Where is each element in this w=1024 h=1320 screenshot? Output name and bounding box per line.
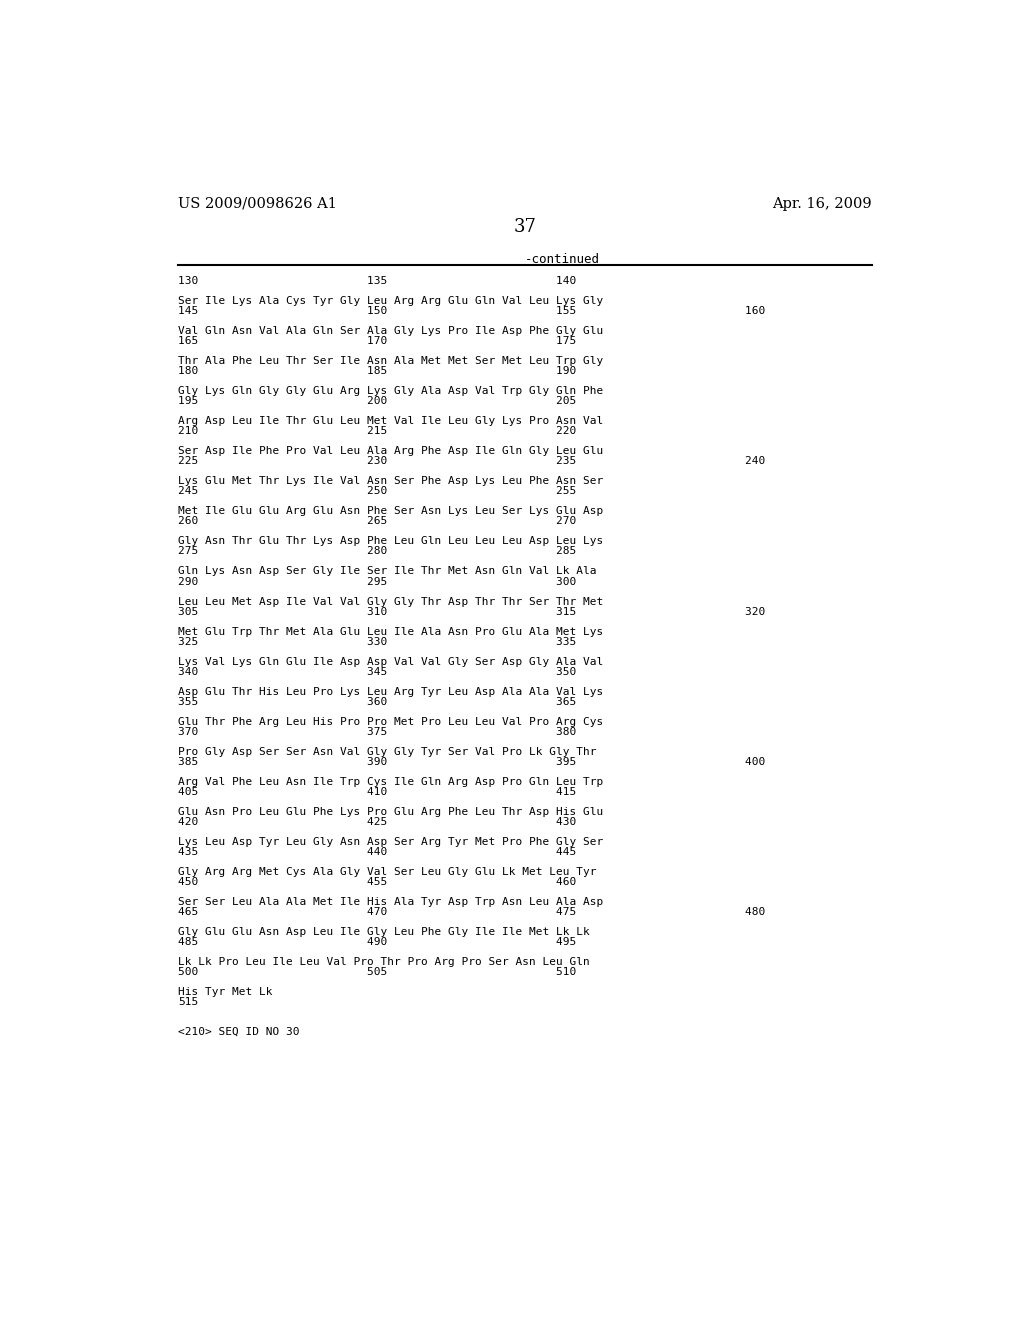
Text: 145                         150                         155                     : 145 150 155 [178, 306, 766, 317]
Text: Asp Glu Thr His Leu Pro Lys Leu Arg Tyr Leu Asp Ala Ala Val Lys: Asp Glu Thr His Leu Pro Lys Leu Arg Tyr … [178, 686, 603, 697]
Text: Lys Val Lys Gln Glu Ile Asp Asp Val Val Gly Ser Asp Gly Ala Val: Lys Val Lys Gln Glu Ile Asp Asp Val Val … [178, 656, 603, 667]
Text: 515: 515 [178, 997, 199, 1007]
Text: Ser Asp Ile Phe Pro Val Leu Ala Arg Phe Asp Ile Gln Gly Leu Glu: Ser Asp Ile Phe Pro Val Leu Ala Arg Phe … [178, 446, 603, 457]
Text: 210                         215                         220: 210 215 220 [178, 426, 577, 437]
Text: 485                         490                         495: 485 490 495 [178, 937, 577, 946]
Text: Apr. 16, 2009: Apr. 16, 2009 [772, 197, 872, 211]
Text: 195                         200                         205: 195 200 205 [178, 396, 577, 407]
Text: 465                         470                         475                     : 465 470 475 [178, 907, 766, 917]
Text: Val Gln Asn Val Ala Gln Ser Ala Gly Lys Pro Ile Asp Phe Gly Glu: Val Gln Asn Val Ala Gln Ser Ala Gly Lys … [178, 326, 603, 337]
Text: 225                         230                         235                     : 225 230 235 [178, 457, 766, 466]
Text: Met Glu Trp Thr Met Ala Glu Leu Ile Ala Asn Pro Glu Ala Met Lys: Met Glu Trp Thr Met Ala Glu Leu Ile Ala … [178, 627, 603, 636]
Text: Gly Glu Glu Asn Asp Leu Ile Gly Leu Phe Gly Ile Ile Met Lk Lk: Gly Glu Glu Asn Asp Leu Ile Gly Leu Phe … [178, 927, 590, 937]
Text: 420                         425                         430: 420 425 430 [178, 817, 577, 826]
Text: 500                         505                         510: 500 505 510 [178, 966, 577, 977]
Text: His Tyr Met Lk: His Tyr Met Lk [178, 987, 272, 997]
Text: -continued: -continued [524, 253, 599, 267]
Text: 305                         310                         315                     : 305 310 315 [178, 607, 766, 616]
Text: Gly Asn Thr Glu Thr Lys Asp Phe Leu Gln Leu Leu Leu Asp Leu Lys: Gly Asn Thr Glu Thr Lys Asp Phe Leu Gln … [178, 536, 603, 546]
Text: 435                         440                         445: 435 440 445 [178, 847, 577, 857]
Text: Glu Asn Pro Leu Glu Phe Lys Pro Glu Arg Phe Leu Thr Asp His Glu: Glu Asn Pro Leu Glu Phe Lys Pro Glu Arg … [178, 807, 603, 817]
Text: Pro Gly Asp Ser Ser Asn Val Gly Gly Tyr Ser Val Pro Lk Gly Thr: Pro Gly Asp Ser Ser Asn Val Gly Gly Tyr … [178, 747, 597, 756]
Text: Lys Leu Asp Tyr Leu Gly Asn Asp Ser Arg Tyr Met Pro Phe Gly Ser: Lys Leu Asp Tyr Leu Gly Asn Asp Ser Arg … [178, 837, 603, 846]
Text: Lys Glu Met Thr Lys Ile Val Asn Ser Phe Asp Lys Leu Phe Asn Ser: Lys Glu Met Thr Lys Ile Val Asn Ser Phe … [178, 477, 603, 486]
Text: Gly Lys Gln Gly Gly Glu Arg Lys Gly Ala Asp Val Trp Gly Gln Phe: Gly Lys Gln Gly Gly Glu Arg Lys Gly Ala … [178, 387, 603, 396]
Text: 385                         390                         395                     : 385 390 395 [178, 756, 766, 767]
Text: Arg Val Phe Leu Asn Ile Trp Cys Ile Gln Arg Asp Pro Gln Leu Trp: Arg Val Phe Leu Asn Ile Trp Cys Ile Gln … [178, 776, 603, 787]
Text: US 2009/0098626 A1: US 2009/0098626 A1 [178, 197, 337, 211]
Text: 165                         170                         175: 165 170 175 [178, 337, 577, 346]
Text: Ser Ser Leu Ala Ala Met Ile His Ala Tyr Asp Trp Asn Leu Ala Asp: Ser Ser Leu Ala Ala Met Ile His Ala Tyr … [178, 896, 603, 907]
Text: Glu Thr Phe Arg Leu His Pro Pro Met Pro Leu Leu Val Pro Arg Cys: Glu Thr Phe Arg Leu His Pro Pro Met Pro … [178, 717, 603, 726]
Text: Met Ile Glu Glu Arg Glu Asn Phe Ser Asn Lys Leu Ser Lys Glu Asp: Met Ile Glu Glu Arg Glu Asn Phe Ser Asn … [178, 507, 603, 516]
Text: 355                         360                         365: 355 360 365 [178, 697, 577, 706]
Text: Leu Leu Met Asp Ile Val Val Gly Gly Thr Asp Thr Thr Ser Thr Met: Leu Leu Met Asp Ile Val Val Gly Gly Thr … [178, 597, 603, 606]
Text: 370                         375                         380: 370 375 380 [178, 726, 577, 737]
Text: Lk Lk Pro Leu Ile Leu Val Pro Thr Pro Arg Pro Ser Asn Leu Gln: Lk Lk Pro Leu Ile Leu Val Pro Thr Pro Ar… [178, 957, 590, 966]
Text: 260                         265                         270: 260 265 270 [178, 516, 577, 527]
Text: 245                         250                         255: 245 250 255 [178, 487, 577, 496]
Text: 37: 37 [513, 218, 537, 236]
Text: 340                         345                         350: 340 345 350 [178, 667, 577, 677]
Text: Gln Lys Asn Asp Ser Gly Ile Ser Ile Thr Met Asn Gln Val Lk Ala: Gln Lys Asn Asp Ser Gly Ile Ser Ile Thr … [178, 566, 597, 577]
Text: Thr Ala Phe Leu Thr Ser Ile Asn Ala Met Met Ser Met Leu Trp Gly: Thr Ala Phe Leu Thr Ser Ile Asn Ala Met … [178, 356, 603, 366]
Text: 450                         455                         460: 450 455 460 [178, 876, 577, 887]
Text: Ser Ile Lys Ala Cys Tyr Gly Leu Arg Arg Glu Gln Val Leu Lys Gly: Ser Ile Lys Ala Cys Tyr Gly Leu Arg Arg … [178, 296, 603, 306]
Text: 290                         295                         300: 290 295 300 [178, 577, 577, 586]
Text: Gly Arg Arg Met Cys Ala Gly Val Ser Leu Gly Glu Lk Met Leu Tyr: Gly Arg Arg Met Cys Ala Gly Val Ser Leu … [178, 867, 597, 876]
Text: 325                         330                         335: 325 330 335 [178, 636, 577, 647]
Text: 180                         185                         190: 180 185 190 [178, 367, 577, 376]
Text: 275                         280                         285: 275 280 285 [178, 546, 577, 557]
Text: 130                         135                         140: 130 135 140 [178, 276, 577, 286]
Text: <210> SEQ ID NO 30: <210> SEQ ID NO 30 [178, 1027, 300, 1038]
Text: 405                         410                         415: 405 410 415 [178, 787, 577, 797]
Text: Arg Asp Leu Ile Thr Glu Leu Met Val Ile Leu Gly Lys Pro Asn Val: Arg Asp Leu Ile Thr Glu Leu Met Val Ile … [178, 416, 603, 426]
